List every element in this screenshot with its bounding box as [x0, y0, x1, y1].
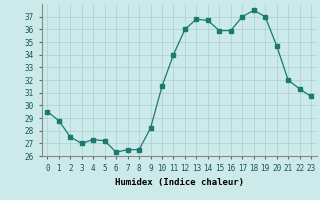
X-axis label: Humidex (Indice chaleur): Humidex (Indice chaleur): [115, 178, 244, 187]
